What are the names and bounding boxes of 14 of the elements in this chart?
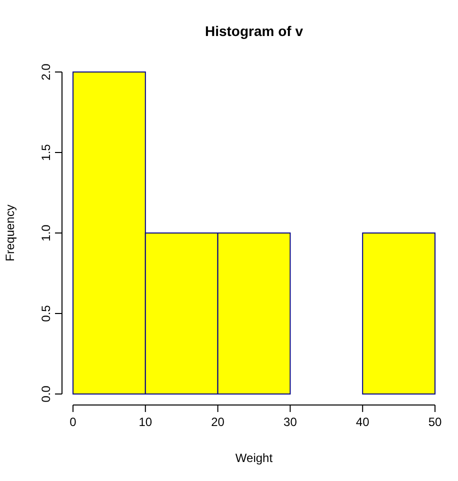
y-tick-label: 0.5 xyxy=(39,304,54,322)
x-tick-label: 20 xyxy=(211,414,225,429)
chart-title: Histogram of v xyxy=(204,23,304,39)
y-tick-label: 0.0 xyxy=(39,385,54,402)
x-tick-label: 40 xyxy=(356,414,370,429)
x-tick-label: 30 xyxy=(284,414,298,429)
y-tick-label: 2.0 xyxy=(39,63,54,80)
x-axis-title: Weight xyxy=(235,451,274,465)
y-tick-label: 1.0 xyxy=(39,224,54,242)
x-tick-label: 0 xyxy=(70,414,77,429)
y-tick-label: 1.5 xyxy=(39,144,54,161)
y-axis-title: Frequency xyxy=(3,204,17,262)
x-tick-label: 10 xyxy=(138,414,152,429)
x-tick-label: 50 xyxy=(428,414,442,429)
